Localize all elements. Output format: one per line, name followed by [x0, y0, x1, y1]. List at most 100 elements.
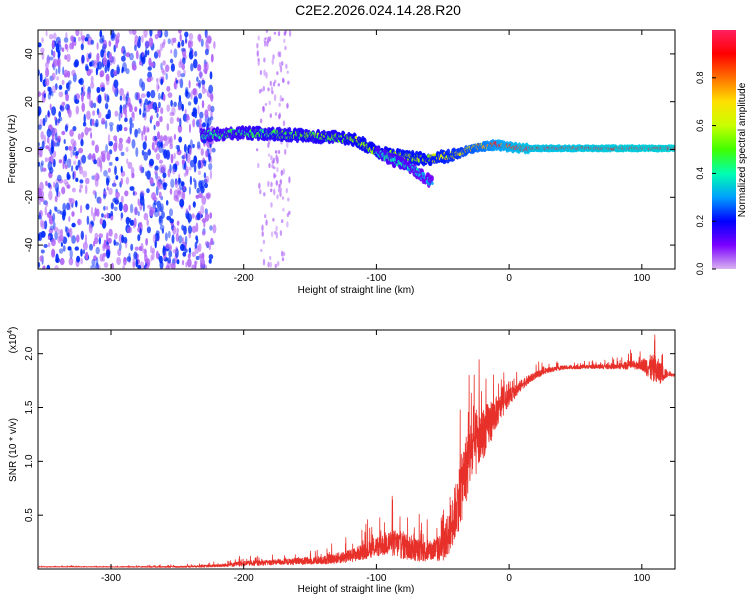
- heatmap-cell: [195, 222, 199, 233]
- heatmap-cell: [185, 208, 189, 214]
- heatmap-cell: [192, 143, 195, 149]
- heatmap-cell: [188, 186, 191, 195]
- heatmap-cell: [87, 127, 92, 132]
- heatmap-cell: [103, 170, 108, 177]
- heatmap-cell: [96, 86, 101, 94]
- heatmap-cell: [61, 186, 66, 195]
- heatmap-cell: [300, 128, 305, 135]
- heatmap-cell: [204, 30, 208, 39]
- heatmap-cell: [77, 218, 81, 226]
- heatmap-cell: [195, 194, 200, 199]
- heatmap-cell: [281, 219, 284, 224]
- heatmap-cell: [109, 125, 114, 132]
- heatmap-cell: [121, 47, 124, 54]
- heatmap-cell: [66, 158, 72, 168]
- heatmap-cell: [209, 169, 212, 180]
- heatmap-cell: [43, 264, 46, 269]
- heatmap-cell: [188, 41, 193, 49]
- heatmap-cell: [149, 206, 155, 217]
- heatmap-cell: [208, 253, 214, 260]
- figure-title: C2E2.2026.024.14.28.R20: [295, 2, 461, 18]
- heatmap-cell: [135, 259, 138, 268]
- heatmap-cell: [209, 116, 214, 121]
- heatmap-cell: [120, 195, 124, 204]
- heatmap-cell: [82, 84, 85, 92]
- heatmap-cell: [54, 265, 59, 269]
- heatmap-cell: [49, 209, 52, 216]
- heatmap-cell: [201, 100, 205, 109]
- heatmap-cell: [194, 241, 198, 249]
- heatmap-cell: [125, 52, 131, 58]
- heatmap-cell: [65, 103, 70, 111]
- heatmap-cell: [120, 165, 123, 174]
- heatmap-cell: [100, 87, 105, 92]
- heatmap-cell: [197, 104, 200, 115]
- snr-frame: [37, 329, 676, 570]
- heatmap-cell: [38, 124, 42, 130]
- heatmap-cell: [108, 53, 113, 62]
- heatmap-cell: [120, 177, 124, 185]
- x-tick-label: -300: [101, 273, 121, 284]
- heatmap-cell: [187, 225, 193, 234]
- heatmap-cell: [155, 230, 160, 237]
- heatmap-cell: [47, 182, 51, 188]
- heatmap-cell: [63, 139, 66, 144]
- heatmap-cell: [66, 53, 71, 63]
- heatmap-cell: [46, 56, 51, 65]
- heatmap-cell: [130, 243, 134, 251]
- heatmap-cell: [159, 164, 164, 174]
- heatmap-cell: [134, 92, 139, 101]
- heatmap-cell: [201, 79, 206, 85]
- heatmap-cell: [116, 257, 121, 265]
- heatmap-cell: [67, 246, 72, 251]
- heatmap-cell: [198, 192, 203, 199]
- heatmap-cell: [286, 141, 289, 149]
- heatmap-cell: [46, 136, 50, 144]
- heatmap-cell: [50, 238, 56, 247]
- heatmap-cell: [143, 212, 149, 221]
- heatmap-cell: [93, 159, 97, 165]
- heatmap-cell: [64, 124, 68, 132]
- heatmap-cell: [174, 163, 177, 170]
- y-tick-label: 2.0: [24, 346, 35, 360]
- heatmap-cell: [172, 225, 177, 235]
- heatmap-cell: [111, 262, 114, 269]
- heatmap-cell: [131, 139, 136, 149]
- heatmap-cell: [96, 208, 100, 217]
- heatmap-cell: [267, 180, 270, 187]
- heatmap-cell: [55, 36, 61, 45]
- heatmap-cell: [196, 76, 199, 83]
- heatmap-cell: [72, 149, 75, 156]
- heatmap-cell: [134, 246, 139, 251]
- heatmap-cell: [93, 240, 96, 247]
- heatmap-cell: [276, 160, 279, 165]
- heatmap-cell: [75, 165, 79, 171]
- heatmap-cell: [139, 195, 145, 206]
- y-tick-label: -20: [24, 190, 35, 205]
- heatmap-cell: [148, 103, 154, 110]
- heatmap-cell: [141, 131, 144, 142]
- heatmap-cell: [208, 163, 213, 171]
- heatmap-cell: [197, 33, 202, 42]
- heatmap-cell: [115, 175, 119, 180]
- heatmap-cell: [144, 258, 149, 264]
- heatmap-cell: [198, 92, 203, 100]
- heatmap-cell: [54, 195, 58, 203]
- heatmap-cell: [133, 206, 139, 216]
- heatmap-cell: [182, 113, 188, 122]
- heatmap-cell: [287, 197, 290, 202]
- heatmap-cell: [146, 219, 149, 227]
- heatmap-cell: [173, 133, 176, 140]
- heatmap-cell: [86, 92, 91, 100]
- heatmap-cell: [90, 39, 95, 45]
- heatmap-cell: [177, 70, 182, 78]
- heatmap-cell: [269, 113, 272, 118]
- heatmap-cell: [67, 232, 70, 238]
- heatmap-cell: [106, 62, 110, 72]
- heatmap-cell: [51, 72, 56, 81]
- heatmap-cell: [154, 169, 158, 176]
- heatmap-cell: [38, 106, 42, 116]
- heatmap-cell: [188, 247, 191, 253]
- heatmap-cell: [168, 243, 172, 250]
